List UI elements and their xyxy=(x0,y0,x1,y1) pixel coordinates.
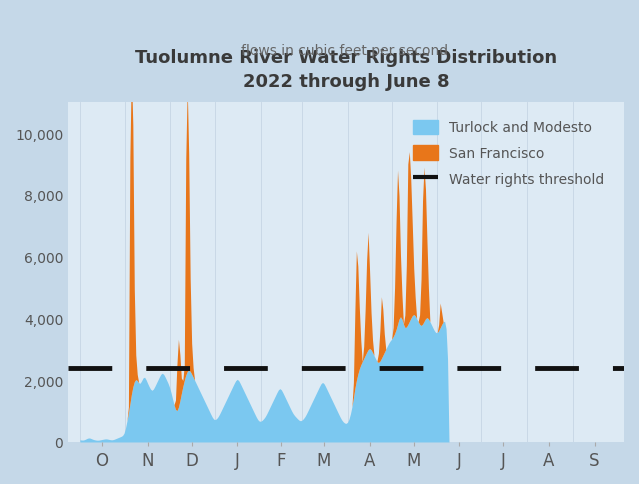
Legend: Turlock and Modesto, San Francisco, Water rights threshold: Turlock and Modesto, San Francisco, Wate… xyxy=(406,113,612,194)
Text: flows in cubic feet per second: flows in cubic feet per second xyxy=(242,44,449,58)
Title: Tuolumne River Water Rights Distribution
2022 through June 8: Tuolumne River Water Rights Distribution… xyxy=(135,49,557,91)
